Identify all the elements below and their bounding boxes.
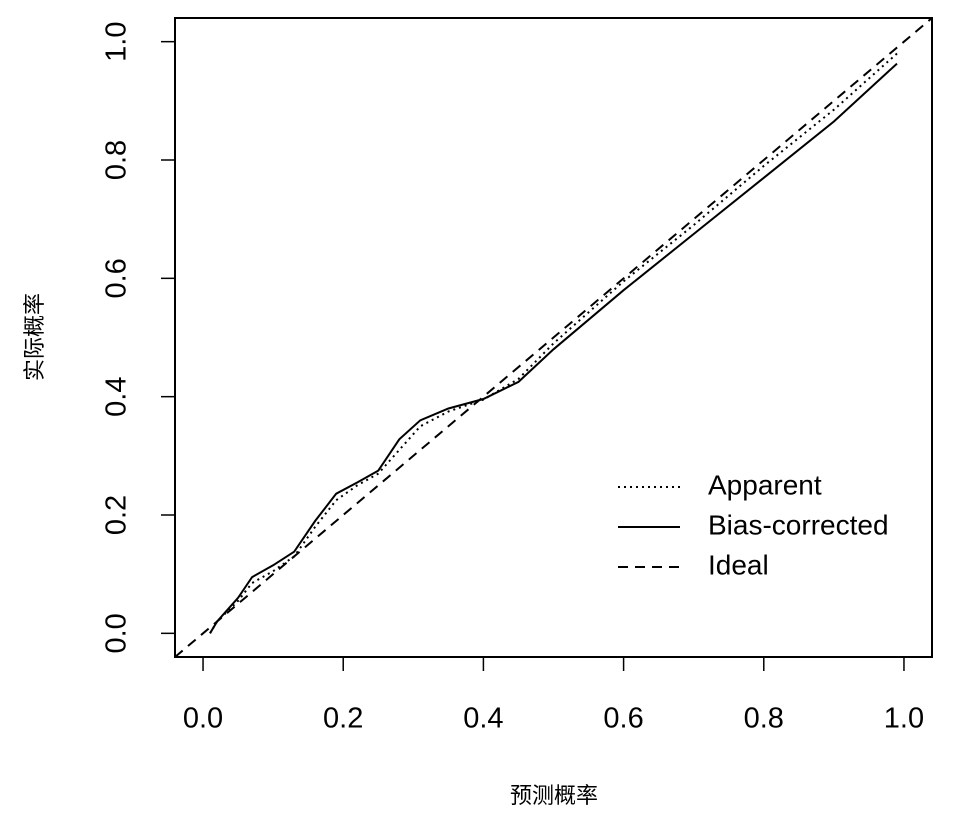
y-tick-label: 0.8: [101, 140, 133, 180]
x-tick-label: 0.6: [603, 703, 643, 735]
y-tick-label: 0.0: [101, 613, 133, 653]
y-tick-label: 0.6: [101, 258, 133, 298]
x-tick-label: 0.2: [323, 703, 363, 735]
y-tick-label: 0.2: [101, 495, 133, 535]
x-tick-label: 1.0: [884, 703, 924, 735]
y-axis-title: 实际概率: [23, 293, 48, 381]
y-tick-label: 0.4: [101, 377, 133, 417]
calibration-line: [209, 62, 898, 634]
y-tick-label: 1.0: [101, 22, 133, 62]
legend-label: Ideal: [708, 549, 769, 580]
x-tick-label: 0.8: [744, 703, 784, 735]
x-tick-label: 0.4: [463, 703, 503, 735]
calibration-line: [175, 18, 932, 657]
plot-frame: [174, 17, 933, 658]
legend-label: Bias-corrected: [708, 509, 889, 540]
x-axis-title: 预测概率: [510, 784, 598, 809]
calibration-line: [209, 52, 898, 634]
x-tick-label: 0.0: [183, 703, 223, 735]
legend-label: Apparent: [708, 469, 822, 500]
